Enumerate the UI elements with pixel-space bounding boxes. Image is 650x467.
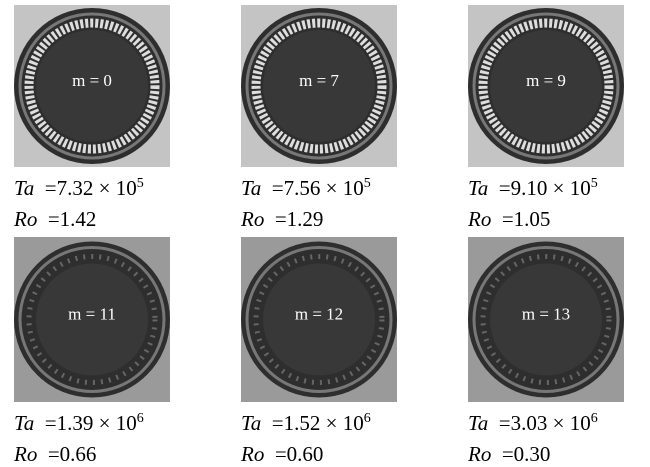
ta-mantissa: 3.03 xyxy=(511,411,548,435)
caption-ro: Ro =0.60 xyxy=(241,444,323,465)
times: × 10 xyxy=(553,176,591,200)
times: × 10 xyxy=(326,176,364,200)
ta-mantissa: 7.56 xyxy=(284,176,321,200)
mode-label: m = 12 xyxy=(295,304,343,323)
ro-value: 0.60 xyxy=(287,442,324,466)
equals: = xyxy=(275,207,287,231)
equals: = xyxy=(45,176,57,200)
ta-exponent: 6 xyxy=(591,411,598,426)
caption-ro: Ro =0.30 xyxy=(468,444,550,465)
caption-ro: Ro =1.42 xyxy=(14,209,96,230)
ta-mantissa: 9.10 xyxy=(511,176,548,200)
equals: = xyxy=(499,411,511,435)
times: × 10 xyxy=(326,411,364,435)
caption-ro: Ro =1.29 xyxy=(241,209,323,230)
mode-label: m = 7 xyxy=(299,71,339,90)
times: × 10 xyxy=(99,411,137,435)
equals: = xyxy=(502,442,514,466)
equals: = xyxy=(48,442,60,466)
photo: m = 9 xyxy=(468,5,624,167)
page: m = 0Ta =7.32 × 105Ro =1.42m = 7Ta =7.56… xyxy=(0,0,650,467)
times: × 10 xyxy=(553,411,591,435)
ta-exponent: 5 xyxy=(591,176,598,191)
photo: m = 12 xyxy=(241,237,397,402)
photo: m = 13 xyxy=(468,237,624,402)
equals: = xyxy=(45,411,57,435)
mode-label: m = 0 xyxy=(72,71,112,90)
ro-value: 1.42 xyxy=(60,207,97,231)
times: × 10 xyxy=(99,176,137,200)
ro-value: 0.66 xyxy=(60,442,97,466)
mode-label: m = 13 xyxy=(522,304,570,323)
equals: = xyxy=(272,411,284,435)
ta-exponent: 6 xyxy=(364,411,371,426)
photo: m = 0 xyxy=(14,5,170,167)
symbol: Ta xyxy=(468,176,488,200)
caption-ta: Ta =7.56 × 105 xyxy=(241,177,371,199)
symbol: Ta xyxy=(241,176,261,200)
ro-value: 1.05 xyxy=(514,207,551,231)
ta-mantissa: 1.39 xyxy=(57,411,94,435)
symbol: Ro xyxy=(468,442,491,466)
symbol: Ta xyxy=(14,176,34,200)
symbol: Ta xyxy=(468,411,488,435)
equals: = xyxy=(502,207,514,231)
ro-value: 0.30 xyxy=(514,442,551,466)
ta-mantissa: 7.32 xyxy=(57,176,94,200)
ta-exponent: 5 xyxy=(137,176,144,191)
symbol: Ro xyxy=(468,207,491,231)
caption-ro: Ro =0.66 xyxy=(14,444,96,465)
ta-exponent: 6 xyxy=(137,411,144,426)
photo: m = 11 xyxy=(14,237,170,402)
symbol: Ro xyxy=(14,442,37,466)
symbol: Ro xyxy=(14,207,37,231)
ta-exponent: 5 xyxy=(364,176,371,191)
symbol: Ro xyxy=(241,207,264,231)
equals: = xyxy=(272,176,284,200)
caption-ta: Ta =9.10 × 105 xyxy=(468,177,598,199)
caption-ta: Ta =3.03 × 106 xyxy=(468,412,598,434)
equals: = xyxy=(48,207,60,231)
mode-label: m = 11 xyxy=(68,304,116,323)
mode-label: m = 9 xyxy=(526,71,566,90)
symbol: Ro xyxy=(241,442,264,466)
caption-ta: Ta =1.52 × 106 xyxy=(241,412,371,434)
caption-ta: Ta =7.32 × 105 xyxy=(14,177,144,199)
caption-ro: Ro =1.05 xyxy=(468,209,550,230)
photo: m = 7 xyxy=(241,5,397,167)
ta-mantissa: 1.52 xyxy=(284,411,321,435)
caption-ta: Ta =1.39 × 106 xyxy=(14,412,144,434)
symbol: Ta xyxy=(14,411,34,435)
symbol: Ta xyxy=(241,411,261,435)
ro-value: 1.29 xyxy=(287,207,324,231)
equals: = xyxy=(275,442,287,466)
equals: = xyxy=(499,176,511,200)
